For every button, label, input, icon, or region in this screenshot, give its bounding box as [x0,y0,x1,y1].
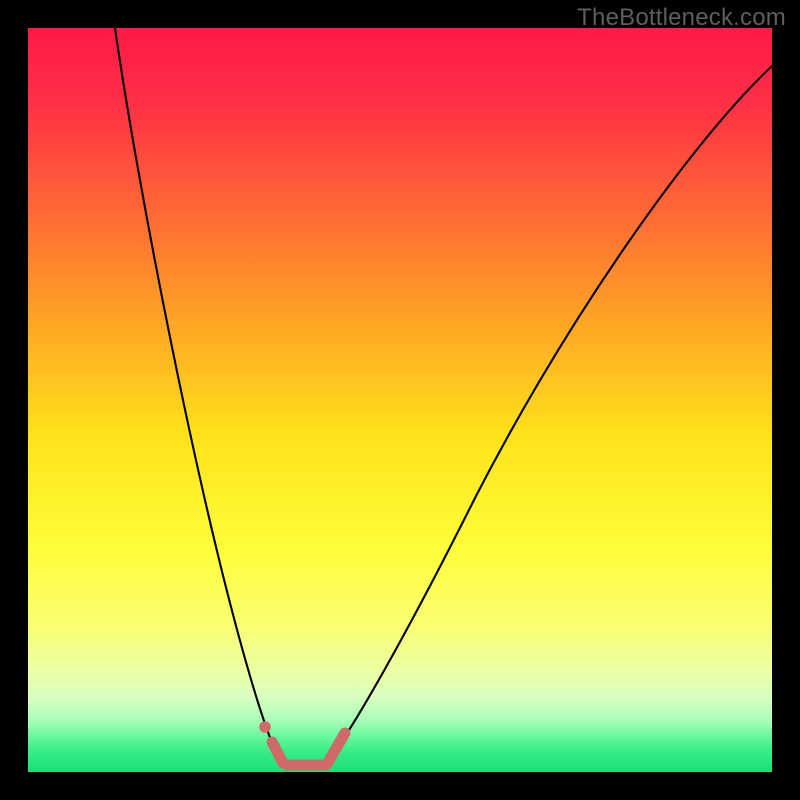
curve-layer [28,28,772,772]
plot-area [28,28,772,772]
bottom-mark-seg-2 [327,733,345,764]
curve-left-arm [115,28,280,761]
chart-root: TheBottleneck.com [0,0,800,800]
bottom-highlight-marks [259,721,345,765]
curve-right-arm [330,66,772,758]
bottom-mark-dot [259,721,271,733]
bottleneck-curve [115,28,772,761]
watermark-text: TheBottleneck.com [577,4,786,32]
bottom-mark-seg-0 [272,742,283,763]
